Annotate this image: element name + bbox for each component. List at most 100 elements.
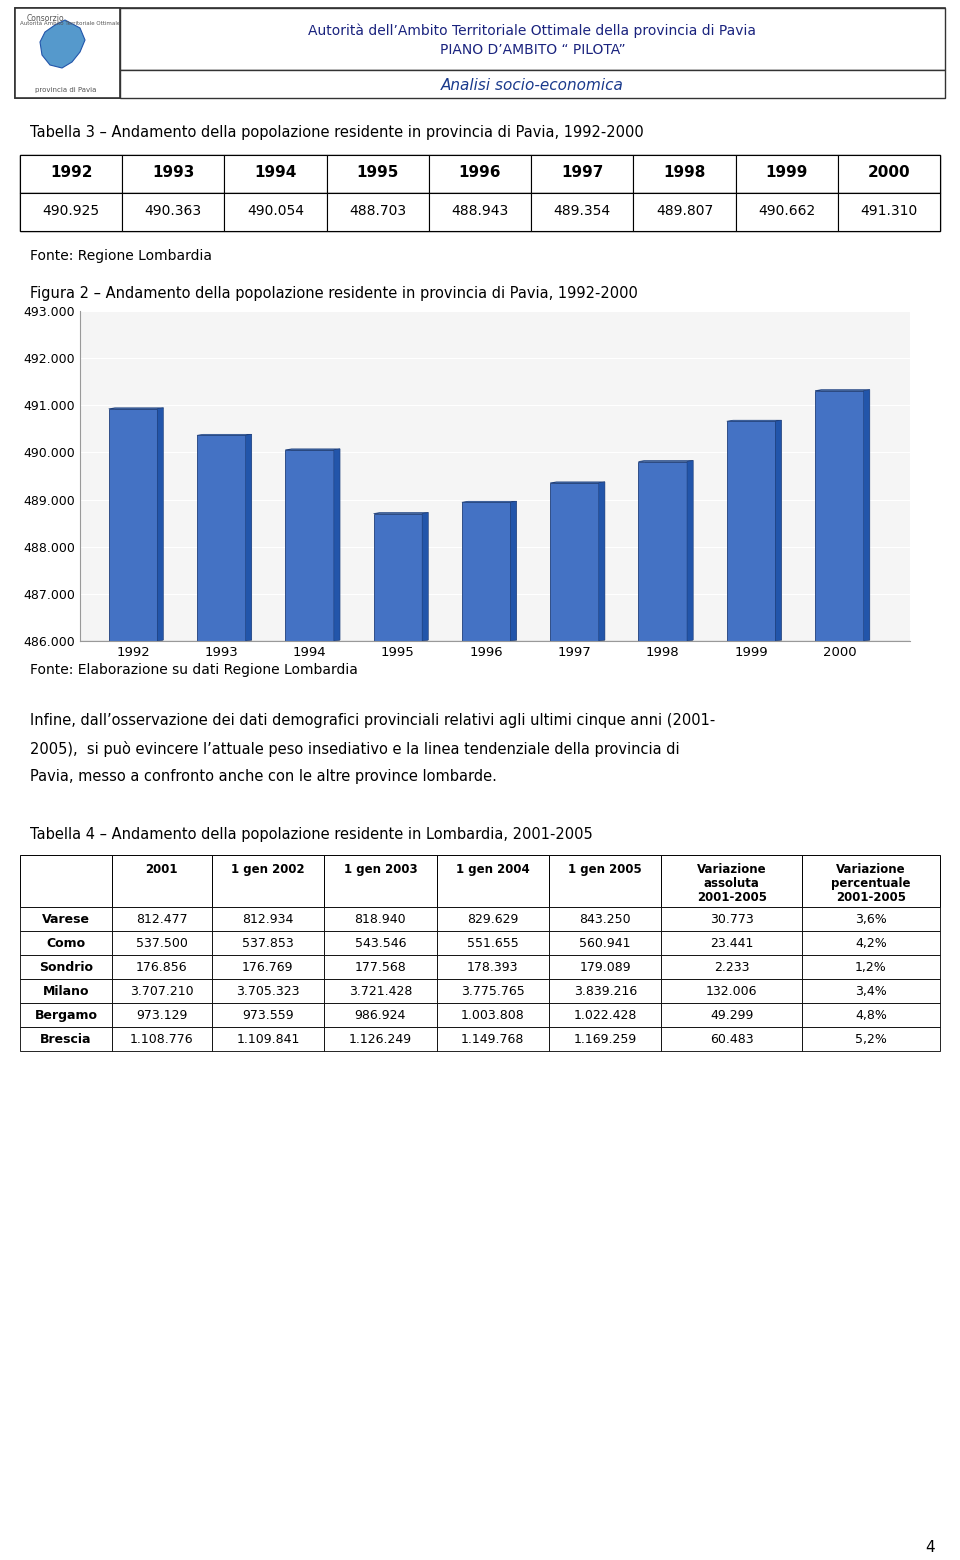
Text: Tabella 4 – Andamento della popolazione residente in Lombardia, 2001-2005: Tabella 4 – Andamento della popolazione … — [30, 827, 592, 842]
Text: 488.703: 488.703 — [349, 204, 406, 218]
Bar — [120, 70, 945, 98]
Polygon shape — [776, 420, 781, 641]
Bar — [211, 955, 324, 980]
Text: 4,8%: 4,8% — [855, 1009, 887, 1022]
Text: 1.169.259: 1.169.259 — [573, 1033, 636, 1047]
Bar — [634, 154, 735, 193]
Bar — [112, 1026, 211, 1051]
Text: 537.853: 537.853 — [242, 938, 294, 950]
Text: 973.129: 973.129 — [136, 1009, 187, 1022]
Bar — [15, 8, 120, 98]
Bar — [661, 855, 802, 906]
Bar — [112, 931, 211, 955]
Text: 23.441: 23.441 — [710, 938, 754, 950]
Text: 3.705.323: 3.705.323 — [236, 984, 300, 998]
Bar — [468, 502, 516, 641]
Text: 4: 4 — [925, 1540, 935, 1555]
Bar — [735, 193, 838, 231]
Text: 551.655: 551.655 — [467, 938, 518, 950]
Text: 1.126.249: 1.126.249 — [348, 1033, 412, 1047]
Text: 3.775.765: 3.775.765 — [461, 984, 525, 998]
Text: 537.500: 537.500 — [136, 938, 188, 950]
Text: provincia di Pavia: provincia di Pavia — [35, 87, 96, 94]
Bar — [380, 513, 428, 641]
Text: 1994: 1994 — [254, 165, 297, 179]
Bar — [661, 906, 802, 931]
Text: 2005),  si può evincere l’attuale peso insediativo e la linea tendenziale della : 2005), si può evincere l’attuale peso in… — [30, 741, 680, 757]
Text: 986.924: 986.924 — [354, 1009, 406, 1022]
Polygon shape — [864, 390, 870, 641]
Text: 490.054: 490.054 — [247, 204, 304, 218]
Text: 30.773: 30.773 — [709, 913, 754, 927]
Text: 3.707.210: 3.707.210 — [130, 984, 194, 998]
Text: 1 gen 2005: 1 gen 2005 — [568, 863, 642, 877]
Bar — [550, 484, 599, 641]
Bar — [112, 1003, 211, 1026]
Bar — [122, 154, 225, 193]
Text: 2001-2005: 2001-2005 — [697, 891, 767, 903]
Bar — [204, 435, 252, 641]
Bar — [661, 1026, 802, 1051]
Bar — [549, 906, 661, 931]
Bar — [437, 1026, 549, 1051]
Bar — [661, 955, 802, 980]
Bar — [211, 1026, 324, 1051]
Bar — [225, 154, 326, 193]
Bar — [437, 931, 549, 955]
Bar — [211, 1003, 324, 1026]
Bar — [324, 980, 437, 1003]
Text: 1995: 1995 — [356, 165, 399, 179]
Text: 1.149.768: 1.149.768 — [461, 1033, 524, 1047]
Text: 829.629: 829.629 — [468, 913, 518, 927]
Text: Variazione: Variazione — [836, 863, 906, 877]
Polygon shape — [246, 434, 252, 641]
Bar — [462, 502, 511, 641]
Text: 489.807: 489.807 — [656, 204, 713, 218]
Text: 1,2%: 1,2% — [855, 961, 887, 973]
Text: 560.941: 560.941 — [580, 938, 631, 950]
Text: 177.568: 177.568 — [354, 961, 406, 973]
Text: 2000: 2000 — [868, 165, 910, 179]
Text: 132.006: 132.006 — [706, 984, 757, 998]
Text: 543.546: 543.546 — [354, 938, 406, 950]
Text: 1996: 1996 — [459, 165, 501, 179]
Text: Como: Como — [46, 938, 85, 950]
Text: 1998: 1998 — [663, 165, 706, 179]
Bar — [802, 1003, 940, 1026]
Text: 1 gen 2002: 1 gen 2002 — [231, 863, 304, 877]
Bar — [324, 855, 437, 906]
Bar — [324, 1026, 437, 1051]
Bar — [225, 193, 326, 231]
Bar — [802, 931, 940, 955]
Text: 812.477: 812.477 — [136, 913, 187, 927]
Text: Fonte: Regione Lombardia: Fonte: Regione Lombardia — [30, 250, 212, 264]
Bar — [285, 449, 334, 641]
Text: Pavia, messo a confronto anche con le altre province lombarde.: Pavia, messo a confronto anche con le al… — [30, 769, 497, 785]
Bar — [645, 462, 693, 641]
Bar — [112, 955, 211, 980]
Text: 3,4%: 3,4% — [855, 984, 887, 998]
Bar — [120, 8, 945, 70]
Bar — [638, 462, 687, 641]
Bar — [735, 154, 838, 193]
Bar — [324, 906, 437, 931]
Text: assoluta: assoluta — [704, 877, 759, 891]
Text: 818.940: 818.940 — [354, 913, 406, 927]
Bar — [20, 154, 122, 193]
Text: 490.925: 490.925 — [42, 204, 100, 218]
Text: 5,2%: 5,2% — [855, 1033, 887, 1047]
Bar — [108, 409, 157, 641]
Bar — [122, 193, 225, 231]
Text: Fonte: Elaborazione su dati Regione Lombardia: Fonte: Elaborazione su dati Regione Lomb… — [30, 663, 358, 677]
Bar — [634, 193, 735, 231]
Bar — [112, 855, 211, 906]
Text: percentuale: percentuale — [831, 877, 911, 891]
Text: Variazione: Variazione — [697, 863, 766, 877]
Bar — [821, 390, 870, 641]
Bar — [549, 955, 661, 980]
Text: Consorzio: Consorzio — [27, 14, 64, 23]
Bar — [802, 855, 940, 906]
Bar — [437, 1003, 549, 1026]
Bar — [211, 855, 324, 906]
Bar — [437, 855, 549, 906]
